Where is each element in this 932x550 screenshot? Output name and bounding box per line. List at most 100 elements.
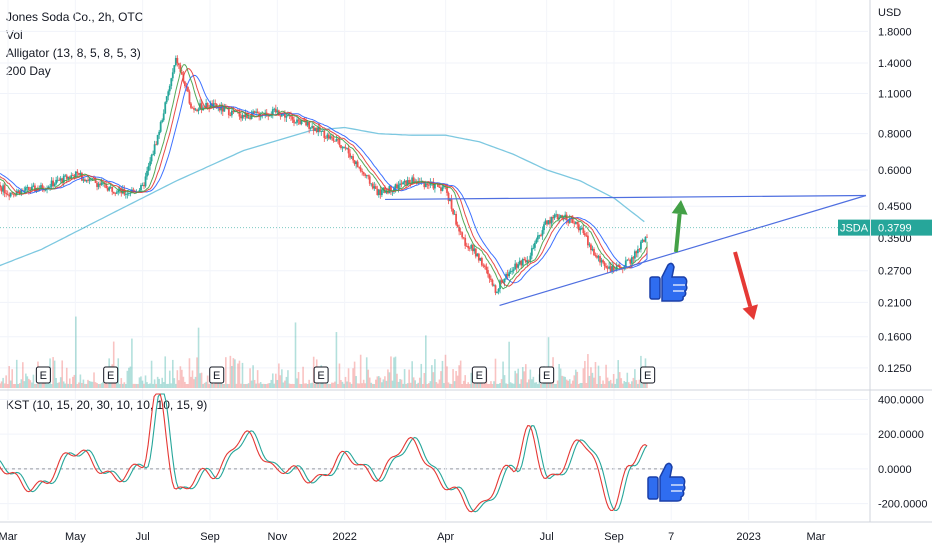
volume-bar [308,379,310,388]
volume-bar [328,383,330,388]
candle-body [15,192,18,195]
volume-bar [46,383,48,388]
volume-bar [528,379,530,388]
volume-bar [221,383,224,388]
candle-body [440,187,442,191]
volume-bar [414,380,416,388]
volume-bar [547,337,550,388]
candle-body [3,185,6,194]
volume-bar [90,381,92,388]
legend-ma200[interactable]: 200 Day [6,64,51,78]
volume-bar [287,370,289,388]
volume-bar [52,357,54,388]
earnings-label: E [543,370,550,382]
candle-body [8,194,11,197]
volume-bar [523,371,526,388]
volume-bar [18,383,21,388]
candle-body [606,267,609,269]
volume-bar [382,379,385,388]
volume-bar [581,382,583,388]
volume-bar [137,383,139,388]
candle-body [121,188,124,194]
volume-bar [23,381,26,388]
volume-bar [521,367,524,388]
volume-bar [362,379,365,388]
candle-body [518,260,521,265]
candle-body [127,192,130,194]
volume-bar [603,383,606,388]
earnings-box [471,366,487,384]
candle-body [644,236,647,242]
candle-body [361,171,364,173]
candle-body [200,103,203,111]
candle-body [305,121,308,126]
volume-bar [261,383,263,388]
volume-bar [356,383,359,388]
volume-bar [411,361,413,388]
candle-body [294,122,297,124]
volume-bar [31,382,33,388]
candle-body [464,237,467,246]
volume-bar [100,383,103,388]
volume-bar [44,382,47,388]
volume-bar [164,356,167,388]
earnings-label: E [107,370,114,382]
volume-bar [590,367,592,388]
candle-body [330,136,333,138]
volume-bar [235,383,238,388]
volume-bar [496,383,498,388]
volume-bar [370,382,373,388]
volume-bar [443,383,445,388]
volume-bar [409,382,412,388]
candle-body [355,161,358,165]
y-tick-label: 1.1000 [878,88,912,100]
volume-bar [458,365,460,388]
legend-title[interactable]: Jones Soda Co., 2h, OTC [6,10,144,24]
volume-bar [297,372,300,388]
volume-bar [267,383,270,388]
candle-body [31,186,33,191]
kst-tick-label: 200.0000 [878,429,924,441]
candle-body [503,278,506,283]
candle-body [143,184,145,187]
candle-body [212,103,215,109]
candle-body [591,248,594,251]
candle-body [344,147,347,149]
volume-bar [534,382,536,388]
candle-body [159,122,162,132]
earnings-marker: E [313,366,329,384]
volume-bar [553,383,556,388]
currency-label: USD [878,7,901,19]
alligator-teeth [0,68,648,287]
candle-body [138,190,141,192]
x-tick-label: Jul [540,531,554,543]
volume-bar [118,383,121,388]
volume-bar [25,373,27,388]
candle-body [24,187,27,191]
volume-bar [20,379,23,388]
candle-body [105,184,108,189]
candle-body [608,266,611,269]
legend-alligator[interactable]: Alligator (13, 8, 5, 8, 5, 3) [6,46,141,60]
volume-bar [593,377,595,388]
volume-bar [394,356,397,388]
volume-bar [294,322,297,388]
volume-bar [620,378,623,388]
candle-body [620,267,623,269]
thumb-cuff [647,476,659,500]
x-tick-label: Mar [0,531,18,543]
volume-bar [241,362,244,388]
candle-body [170,78,173,86]
candle-body [638,249,641,251]
candle-body [397,184,400,189]
candle-body [337,139,339,140]
candle-body [62,175,65,183]
candle-body [555,214,557,216]
candle-body [480,257,483,266]
chart-legend: Jones Soda Co., 2h, OTC Vol Alligator (1… [6,8,143,80]
candle-body [308,121,311,129]
x-tick-label: Apr [437,531,454,543]
volume-bar [375,379,377,388]
candle-body [567,220,570,223]
